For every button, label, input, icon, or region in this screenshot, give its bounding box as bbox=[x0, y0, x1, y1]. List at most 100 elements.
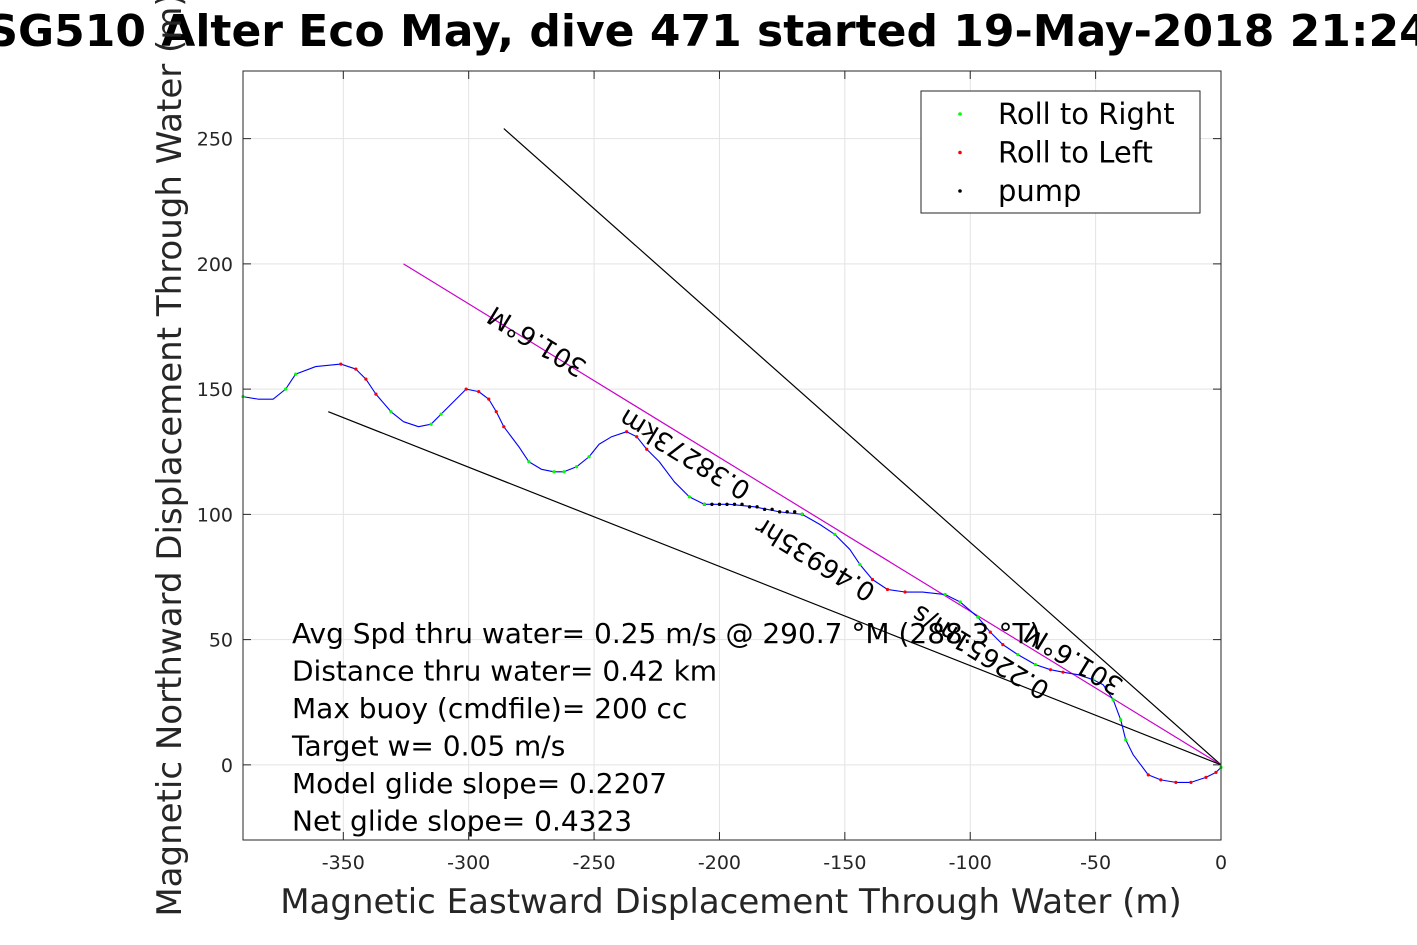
roll-right-marker bbox=[1124, 738, 1128, 742]
y-tick-label: 150 bbox=[197, 379, 233, 401]
stats-annotation: Avg Spd thru water= 0.25 m/s @ 290.7 °M … bbox=[291, 617, 1040, 838]
y-tick-label: 250 bbox=[197, 129, 233, 151]
legend-marker bbox=[958, 150, 962, 155]
legend-marker bbox=[958, 189, 962, 193]
pump-marker bbox=[710, 502, 714, 507]
pump-marker bbox=[762, 507, 767, 512]
stats-line: Distance thru water= 0.42 km bbox=[292, 655, 717, 688]
x-tick-label: -50 bbox=[1080, 852, 1111, 874]
reference-line bbox=[328, 411, 1222, 766]
pump-marker bbox=[777, 510, 782, 514]
roll-left-marker bbox=[625, 430, 629, 434]
pump-marker bbox=[732, 502, 737, 507]
stats-line: Net glide slope= 0.4323 bbox=[292, 805, 632, 838]
markers bbox=[241, 362, 1223, 784]
roll-left-marker bbox=[1189, 780, 1193, 784]
axes-frame bbox=[242, 70, 1222, 841]
roll-right-marker bbox=[1119, 718, 1123, 722]
roll-left-marker bbox=[870, 577, 875, 582]
pump-marker bbox=[792, 510, 797, 514]
legend-label: Roll to Right bbox=[998, 97, 1175, 131]
roll-right-marker bbox=[439, 412, 443, 416]
roll-left-marker bbox=[1174, 780, 1178, 784]
roll-right-marker bbox=[702, 502, 707, 506]
roll-right-marker bbox=[800, 512, 804, 516]
roll-right-marker bbox=[687, 495, 691, 499]
roll-right-marker bbox=[1016, 653, 1020, 657]
roll-right-marker bbox=[527, 460, 531, 464]
legend: Roll to Right Roll to Left pump bbox=[920, 90, 1201, 214]
roll-left-marker bbox=[339, 362, 343, 366]
y-ticks: 0 50 100 150 200 250 bbox=[197, 129, 1221, 777]
roll-right-marker bbox=[587, 455, 591, 459]
stats-line: Avg Spd thru water= 0.25 m/s @ 290.7 °M … bbox=[292, 617, 1040, 650]
roll-left-marker bbox=[1061, 670, 1065, 674]
pump-marker bbox=[785, 510, 789, 514]
roll-right-marker bbox=[562, 470, 566, 474]
pump-marker bbox=[717, 502, 722, 507]
roll-left-marker bbox=[1001, 643, 1005, 647]
roll-left-marker bbox=[364, 377, 368, 381]
roll-left-marker bbox=[988, 630, 992, 634]
reference-lines bbox=[328, 128, 1222, 766]
roll-right-marker bbox=[284, 387, 288, 391]
x-tick-label: -250 bbox=[573, 852, 616, 874]
y-tick-label: 200 bbox=[197, 254, 233, 276]
roll-left-marker bbox=[464, 387, 468, 391]
x-tick-label: -100 bbox=[949, 852, 992, 874]
roll-left-marker bbox=[903, 590, 907, 594]
reference-line bbox=[503, 128, 1222, 766]
roll-right-marker bbox=[976, 615, 980, 619]
roll-right-marker bbox=[833, 532, 837, 537]
x-tick-label: -150 bbox=[823, 852, 866, 874]
roll-left-marker bbox=[494, 410, 498, 414]
roll-right-marker bbox=[429, 422, 433, 426]
roll-left-marker bbox=[1146, 773, 1150, 777]
roll-right-marker bbox=[1111, 698, 1115, 702]
roll-right-marker bbox=[552, 470, 556, 474]
roll-right-marker bbox=[1033, 663, 1038, 667]
roll-left-marker bbox=[1214, 770, 1218, 774]
roll-left-marker bbox=[502, 425, 506, 429]
y-axis-label: Magnetic Northward Displacement Through … bbox=[150, 0, 190, 917]
roll-right-marker bbox=[1091, 678, 1095, 682]
roll-left-marker bbox=[635, 435, 639, 439]
roll-right-marker bbox=[389, 410, 393, 414]
stats-line: Model glide slope= 0.2207 bbox=[292, 767, 667, 800]
roll-left-marker bbox=[1048, 668, 1053, 672]
roll-right-marker bbox=[294, 372, 298, 376]
x-ticks: -350 -300 -250 -200 -150 -100 -50 0 bbox=[322, 71, 1227, 874]
roll-right-marker bbox=[574, 465, 579, 469]
y-tick-label: 0 bbox=[221, 755, 233, 777]
pump-marker bbox=[740, 502, 744, 507]
x-axis-label: Magnetic Eastward Displacement Through W… bbox=[280, 882, 1182, 922]
legend-box bbox=[920, 90, 1201, 214]
stats-line: Max buoy (cmdfile)= 200 cc bbox=[292, 692, 687, 725]
pump-marker bbox=[747, 505, 752, 509]
roll-right-marker bbox=[958, 600, 962, 604]
x-tick-label: 0 bbox=[1215, 852, 1227, 874]
chart-title: SG510 Alter Eco May, dive 471 started 19… bbox=[0, 6, 1417, 57]
y-tick-label: 50 bbox=[209, 630, 233, 652]
stats-line: Target w= 0.05 m/s bbox=[291, 730, 565, 763]
roll-left-marker bbox=[645, 447, 649, 451]
x-tick-label: -300 bbox=[447, 852, 490, 874]
roll-left-marker bbox=[354, 367, 358, 371]
legend-marker bbox=[958, 112, 962, 116]
roll-right-marker bbox=[943, 592, 947, 597]
legend-label: pump bbox=[998, 174, 1081, 208]
roll-left-marker bbox=[885, 587, 890, 592]
roll-left-marker bbox=[477, 390, 481, 394]
roll-left-marker bbox=[1159, 778, 1163, 782]
pump-marker bbox=[755, 505, 759, 509]
roll-left-marker bbox=[374, 392, 378, 396]
roll-left-marker bbox=[487, 397, 491, 401]
roll-left-marker bbox=[1204, 775, 1208, 779]
legend-label: Roll to Left bbox=[998, 136, 1153, 170]
y-tick-label: 100 bbox=[197, 504, 233, 526]
reference-line bbox=[403, 263, 1222, 766]
x-tick-label: -200 bbox=[698, 852, 741, 874]
pump-marker bbox=[725, 502, 729, 507]
x-tick-label: -350 bbox=[322, 852, 365, 874]
